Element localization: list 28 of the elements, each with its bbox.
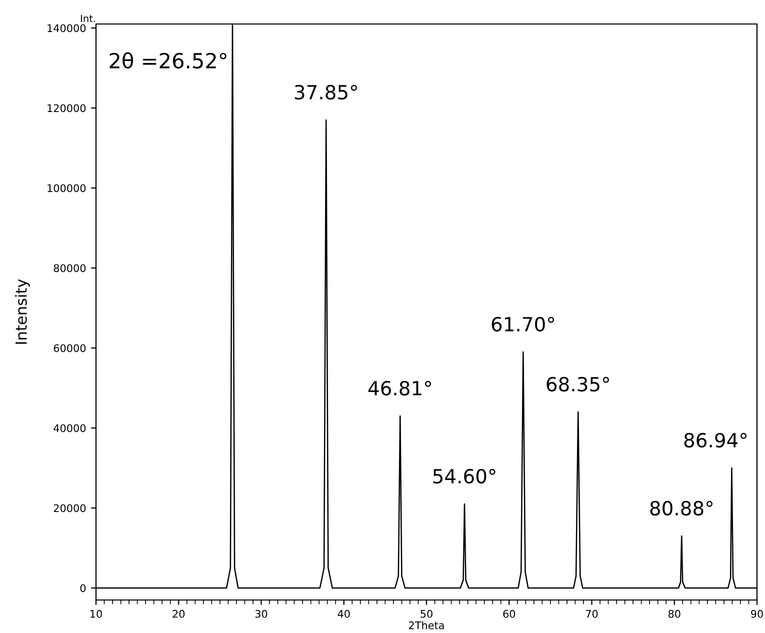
y-tick-label: 120000 xyxy=(48,104,86,112)
annotation: 80.88° xyxy=(650,500,712,516)
y-tick-label: 60000 xyxy=(54,344,86,352)
y-tick-label: 0 xyxy=(80,584,86,592)
annotation: 46.81° xyxy=(368,380,431,396)
y-tick-label: 20000 xyxy=(54,504,86,512)
y-tick-label: 80000 xyxy=(54,264,86,272)
x-tick-label: 60 xyxy=(503,610,516,618)
y-tick-label: 140000 xyxy=(48,24,86,32)
y-tick-label: 100000 xyxy=(48,184,86,192)
x-tick-label: 10 xyxy=(90,610,102,618)
annotation: 68.35° xyxy=(546,376,609,392)
text: Int. xyxy=(81,14,95,22)
y-axis-title: Intensity xyxy=(15,279,30,344)
y-tick-label: 40000 xyxy=(54,424,86,432)
x-tick-label: 20 xyxy=(172,610,185,618)
x-tick-label: 90 xyxy=(751,610,763,618)
annotation: 37.85° xyxy=(294,84,357,100)
annotation: 2θ =26.52° xyxy=(110,52,226,69)
x-tick-label: 40 xyxy=(338,610,350,618)
annotation: 61.70° xyxy=(492,316,554,332)
x-tick-label: 80 xyxy=(668,610,680,618)
annotation: 54.60° xyxy=(433,468,496,484)
x-tick-label: 30 xyxy=(255,610,268,618)
x-axis-title: 2Theta xyxy=(409,621,444,630)
x-tick-label: 70 xyxy=(586,610,598,618)
annotation: 86.94° xyxy=(684,432,747,448)
x-tick-label: 50 xyxy=(420,610,432,618)
